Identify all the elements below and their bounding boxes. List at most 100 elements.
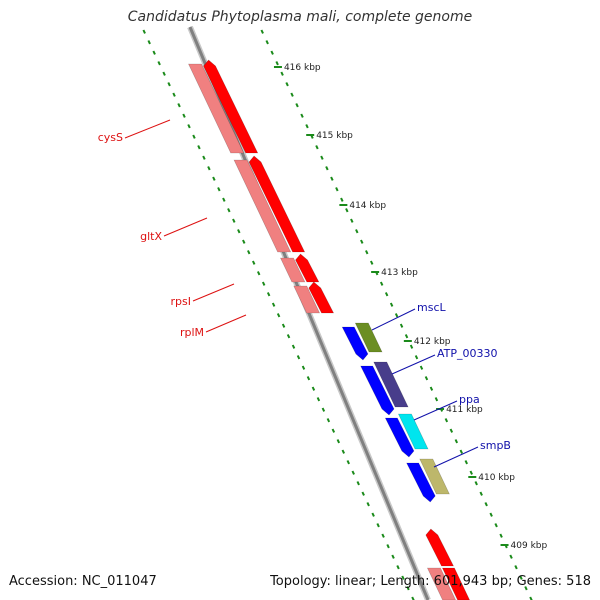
ruler-dot [414,355,419,360]
gene-partial-cog [426,567,456,600]
tick-label: 411 kbp [446,405,483,415]
ruler-dot [320,155,324,160]
leader-ATP_00330 [391,354,436,375]
gene-smpB [406,462,436,503]
gene-gltX [248,155,306,253]
ruler-dot [519,575,523,580]
ruler-dot [391,554,395,559]
leader-mscL [371,308,416,331]
ruler-dot [371,512,375,517]
map-title: Candidatus Phytoplasma mali, complete ge… [127,9,473,25]
ruler-dot [227,208,231,213]
ruler-dot [265,40,269,45]
ruler-dot [295,103,299,108]
ruler-dot [256,271,261,276]
ruler-dot [366,502,370,507]
ruler-dot [286,334,291,339]
gene-label-rplm: rplM [180,326,204,339]
ruler-dot [202,155,206,160]
leader-smpB [433,446,479,468]
gene-cysS [203,59,259,154]
ruler-dot [147,40,151,45]
ruler-dot [494,523,498,528]
ruler-dot [325,166,329,171]
ruler-dot [341,449,346,454]
ruler-dot [271,302,276,307]
leader-cysS [124,119,171,139]
ruler-dot [311,386,316,391]
leader-rplM [205,314,247,333]
genome-axis [188,26,430,600]
ruler-dot [384,292,389,297]
gene-ppa [384,417,415,458]
ruler-dot [340,197,344,202]
ruler-dot [376,523,380,528]
ruler-dot [404,334,409,339]
ruler-dot [247,250,251,255]
ruler-dot [355,229,359,234]
ruler-dot [379,281,384,286]
ruler-dot [524,586,528,591]
ruler-dot [394,313,399,318]
gene-ATP_00330 [360,365,395,416]
ruler-dot [429,386,434,391]
ruler-dot [479,491,483,496]
ruler-dot [360,239,364,244]
gene-cysS-cog [188,63,245,154]
ruler-dot [365,250,369,255]
ruler-dot [509,554,513,559]
ruler-dot [217,187,221,192]
tick-label: 415 kbp [316,131,353,141]
ruler-dot [474,481,478,486]
ruler-dot [162,71,166,76]
ruler-dot [252,260,256,265]
ruler-dot [301,365,306,370]
ruler-dot [330,176,334,181]
ruler-dot [261,281,266,286]
ruler-dot [306,376,311,381]
ruler-dot [316,397,321,402]
tick-label: 410 kbp [478,473,515,483]
tick-label: 412 kbp [414,337,451,347]
ruler-dot [321,407,326,412]
ruler-dot [197,145,201,150]
ruler-dot [187,124,191,129]
gene-partial-red-2 [441,567,470,600]
ruler-dot [192,134,196,139]
ruler-dot [389,302,394,307]
ruler-dot [315,145,319,150]
ruler-dot [386,544,390,549]
accession-label: Accession: NC_011047 [9,574,157,589]
ruler-dot [167,82,171,87]
ruler-dot [172,92,176,97]
ruler-dot [152,50,156,55]
ruler-dot [424,376,429,381]
ruler-dot [356,481,360,486]
ruler-dot [177,103,181,108]
ruler-dot [300,113,304,118]
gene-mscL-cog [354,322,383,353]
ruler-dot [489,512,493,517]
ruler-dot [275,61,279,66]
ruler-dot [406,586,410,591]
ruler-dot [345,208,349,213]
gene-label-mscl: mscL [417,301,446,314]
ruler-dot [270,50,274,55]
leader-rpsI [192,283,235,302]
leader-gltX [163,217,208,237]
ruler-dot [296,355,301,360]
gene-ppa-cog [397,413,429,450]
ruler-dot [484,502,488,507]
gene-smpB-cog [419,458,450,495]
right-ruler [260,29,533,600]
ruler-dot [499,533,503,538]
gene-label-atp-00330: ATP_00330 [437,347,498,360]
ruler-dot [370,260,374,265]
gene-label-smpb: smpB [480,439,511,452]
ruler-dot [285,82,289,87]
ruler-dot [281,323,286,328]
ruler-dot [444,418,449,423]
gene-rpsI-cog [280,257,306,283]
